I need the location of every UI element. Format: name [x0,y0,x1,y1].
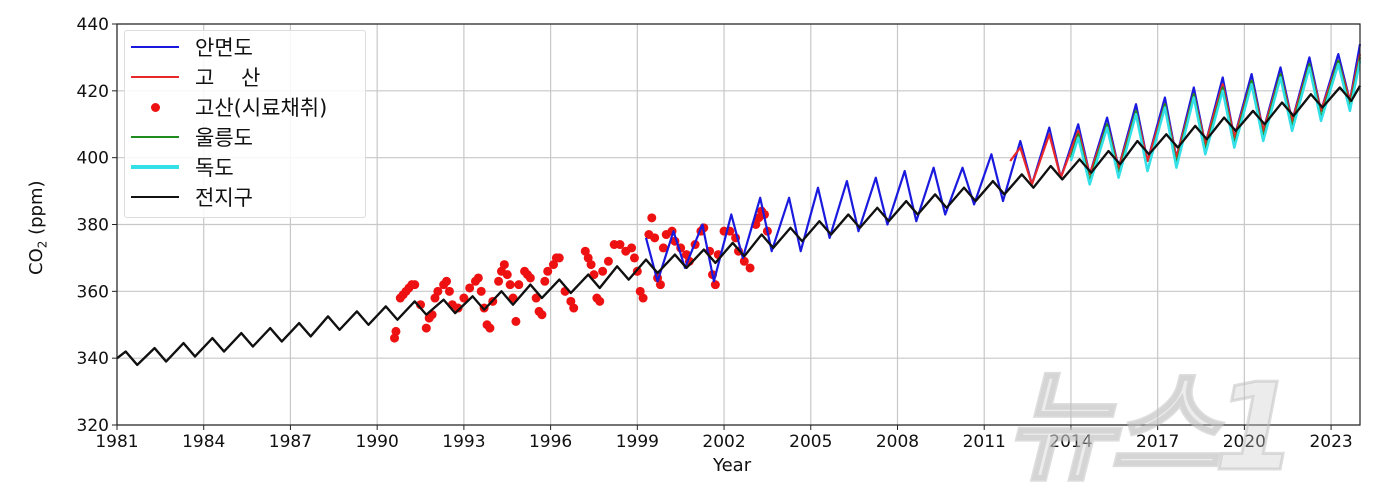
scatter-point [537,310,547,320]
x-tick-label: 1981 [95,432,138,452]
y-axis-label: CO2 (ppm) [26,180,50,275]
scatter-point [603,256,613,266]
x-tick-label: 2017 [1136,432,1179,452]
x-axis-label: Year [713,455,752,476]
legend-label: 고산(시료채취) [195,96,328,120]
legend-item-gosan: 고 산 [125,63,260,91]
scatter-point [505,280,515,290]
scatter-point [444,286,454,296]
legend-item-anmyeondo: 안면도 [125,33,253,61]
scatter-point [745,263,755,273]
scatter-point [390,333,400,343]
series-layer [116,43,1362,366]
scatter-point [511,316,521,326]
scatter-point [391,326,401,336]
legend-swatch-line [131,46,179,48]
scatter-point [638,293,648,303]
y-tick-label: 440 [77,15,109,35]
y-tick-label: 380 [77,216,109,236]
y-axis-label-unit: (ppm) [26,180,47,241]
scatter-point [514,280,524,290]
x-tick-label: 2008 [876,432,919,452]
x-tick-label: 2020 [1223,432,1266,452]
scatter-point [410,280,420,290]
legend-label: 독도 [195,156,234,180]
y-axis-label-main: CO [26,248,47,275]
scatter-point [485,323,495,333]
scatter-point [589,270,599,280]
scatter-point [655,280,665,290]
x-tick-label: 1984 [182,432,225,452]
scatter-point [442,276,452,286]
legend-label: 고 산 [195,66,261,90]
scatter-point [710,280,720,290]
legend: 안면도 고 산 고산(시료채취) 울릉도 독도 전지구 [124,30,366,218]
scatter-point [650,233,660,243]
scatter-point [473,273,483,283]
x-tick-label: 2005 [789,432,832,452]
scatter-point [453,303,463,313]
series-line-0 [644,43,1362,283]
legend-swatch-line [131,165,179,169]
scatter-point [494,276,504,286]
scatter-point [421,323,431,333]
legend-label: 안면도 [195,36,253,60]
scatter-point [586,260,596,270]
scatter-point [499,260,509,270]
legend-label: 울릉도 [195,126,253,150]
y-axis-label-sub: 2 [35,240,50,249]
scatter-point [629,253,639,263]
scatter-point [476,286,486,296]
y-tick-label: 420 [77,82,109,102]
scatter-point [627,243,637,253]
x-tick-label: 1990 [356,432,399,452]
scatter-point [540,276,550,286]
scatter-point [531,293,541,303]
y-tick-label: 400 [77,149,109,169]
x-tick-label: 1999 [616,432,659,452]
scatter-point [569,303,579,313]
x-tick-label: 2023 [1309,432,1352,452]
scatter-point [502,270,512,280]
scatter-point [433,286,443,296]
scatter-point [658,243,668,253]
legend-swatch-line [131,136,179,138]
legend-label: 전지구 [195,186,253,210]
x-tick-label: 2011 [963,432,1006,452]
y-tick-label: 320 [77,416,109,436]
series-line-4 [1069,60,1362,186]
legend-swatch-dot [150,102,160,112]
tick-labels: 1981 1984 1987 1990 1993 1996 1999 2002 2005 2008… [77,15,1353,452]
x-tick-label: 1993 [442,432,485,452]
y-tick-label: 360 [77,282,109,302]
legend-item-ulleungdo: 울릉도 [125,123,253,151]
watermark-logo: 뉴스1 [1003,358,1298,500]
scatter-point [615,240,625,250]
scatter-point [739,256,749,266]
scatter-point [595,296,605,306]
scatter-point [459,293,469,303]
legend-item-dokdo: 독도 [125,153,234,181]
series-line-global [116,85,1361,366]
legend-item-gosan-sampling: 고산(시료채취) [125,93,327,121]
x-tick-label: 2014 [1049,432,1092,452]
legend-item-global: 전지구 [125,183,253,211]
y-tick-label: 340 [77,349,109,369]
scatter-point [508,293,518,303]
x-tick-label: 1996 [529,432,572,452]
scatter-point [598,266,608,276]
scatter-point [554,253,564,263]
legend-swatch-line [131,196,179,198]
legend-swatch-line [131,76,179,78]
x-tick-label: 1987 [269,432,312,452]
scatter-point [647,213,657,223]
scatter-point [465,283,475,293]
x-tick-label: 2002 [702,432,745,452]
scatter-point [543,266,553,276]
scatter-point [525,273,535,283]
